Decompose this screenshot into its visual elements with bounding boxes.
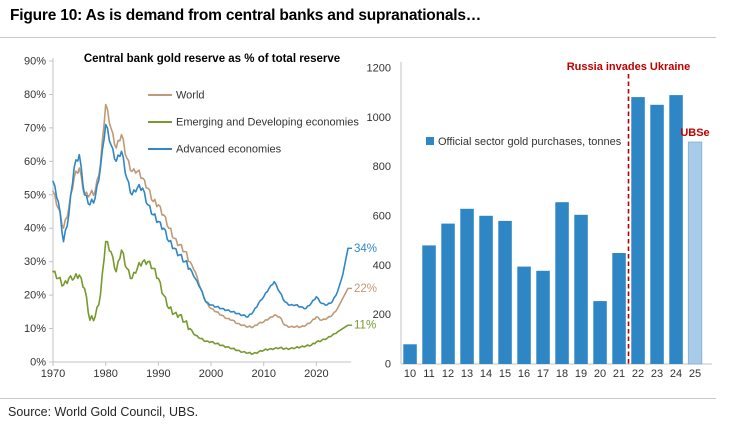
x-tick-label: 18 <box>556 368 568 380</box>
x-tick-label: 2000 <box>199 368 223 380</box>
chart-title: Central bank gold reserve as % of total … <box>84 53 340 65</box>
divider-top <box>0 37 716 38</box>
bar-25 <box>687 141 703 365</box>
y-tick-label: 1000 <box>367 112 391 124</box>
y-tick-label: 200 <box>373 309 391 321</box>
y-tick-label: 0 <box>385 359 391 371</box>
divider-bottom <box>0 398 716 399</box>
bar-15 <box>498 220 512 364</box>
x-tick-label: 13 <box>461 368 473 380</box>
source-note: Source: World Gold Council, UBS. <box>8 405 199 419</box>
x-tick-label: 1990 <box>146 368 170 380</box>
end-label-emerging-and-developing-economies: 11% <box>354 320 376 332</box>
bar-12 <box>441 223 455 364</box>
x-tick-label: 17 <box>537 368 549 380</box>
x-tick-label: 19 <box>575 368 587 380</box>
x-tick-label: 2020 <box>304 368 328 380</box>
x-tick-label: 1970 <box>41 368 65 380</box>
y-tick-label: 600 <box>373 211 391 223</box>
x-tick-label: 16 <box>518 368 530 380</box>
figure-title: Figure 10: As is demand from central ban… <box>10 7 482 24</box>
x-tick-label: 11 <box>423 368 434 380</box>
x-tick-label: 2010 <box>251 368 275 380</box>
bar-19 <box>574 214 588 364</box>
bar-17 <box>536 270 550 364</box>
y-tick-label: 60% <box>24 156 46 168</box>
legend-swatch-bar <box>426 137 434 145</box>
x-tick-label: 24 <box>670 368 682 380</box>
legend-item-emerging-and-developing-economies: Emerging and Developing economies <box>148 117 359 129</box>
y-tick-label: 0% <box>30 357 46 369</box>
y-tick-label: 800 <box>373 161 391 173</box>
series-line-world <box>52 103 349 329</box>
bar-18 <box>555 202 569 364</box>
bar-10 <box>403 344 417 364</box>
y-tick-label: 70% <box>24 122 46 134</box>
end-label-advanced-economies: 34% <box>354 243 377 255</box>
y-tick-label: 30% <box>24 256 46 268</box>
legend-item-official-sector-gold-purchases-tonnes: Official sector gold purchases, tonnes <box>426 136 622 148</box>
x-tick-label: 25 <box>689 368 701 380</box>
bar-14 <box>479 215 493 364</box>
series-line-emerging-and-developing-economies <box>52 240 349 356</box>
legend-label-advanced-economies: Advanced economies <box>176 144 282 156</box>
event-label: Russia invades Ukraine <box>567 61 691 73</box>
y-tick-label: 80% <box>24 89 46 101</box>
end-label-world: 22% <box>354 283 377 295</box>
legend-label-bar: Official sector gold purchases, tonnes <box>438 136 622 148</box>
series-line-advanced-economies <box>52 123 349 318</box>
y-tick-label: 50% <box>24 189 46 201</box>
gold-purchases-bar-chart: 0 200 400 600 800 1000 1200 10 11 12 13 14 15 16 17 18 1… <box>367 61 712 380</box>
y-tick-label: 40% <box>24 223 46 235</box>
legend-item-world: World <box>148 90 205 102</box>
bar-22 <box>631 97 645 364</box>
y-tick-label: 1200 <box>367 63 391 75</box>
x-tick-label: 14 <box>480 368 492 380</box>
legend-label-emerging-and-developing-economies: Emerging and Developing economies <box>176 117 359 129</box>
bar-13 <box>460 208 474 364</box>
gold-reserve-line-chart: 0% 10% 20% 30% 40% 50% 60% 70% 80% 90% 1970 1980 199… <box>24 53 377 380</box>
bar-20 <box>593 301 607 364</box>
bar-24 <box>669 95 683 364</box>
y-tick-label: 90% <box>24 56 46 68</box>
estimate-label: UBSe <box>680 127 709 139</box>
legend-item-advanced-economies: Advanced economies <box>148 144 282 156</box>
legend-label-world: World <box>176 90 205 102</box>
x-tick-label: 23 <box>651 368 663 380</box>
x-tick-label: 10 <box>404 368 416 380</box>
x-tick-label: 20 <box>594 368 606 380</box>
x-tick-label: 21 <box>613 368 625 380</box>
bar-21 <box>612 253 626 364</box>
y-tick-label: 10% <box>24 323 46 335</box>
x-tick-label: 12 <box>442 368 454 380</box>
y-tick-label: 400 <box>373 260 391 272</box>
x-tick-label: 15 <box>499 368 511 380</box>
bar-23 <box>650 104 664 365</box>
bar-11 <box>422 245 436 364</box>
y-tick-label: 20% <box>24 290 46 302</box>
x-tick-label: 1980 <box>93 368 117 380</box>
x-tick-label: 22 <box>632 368 644 380</box>
bar-16 <box>517 266 531 364</box>
